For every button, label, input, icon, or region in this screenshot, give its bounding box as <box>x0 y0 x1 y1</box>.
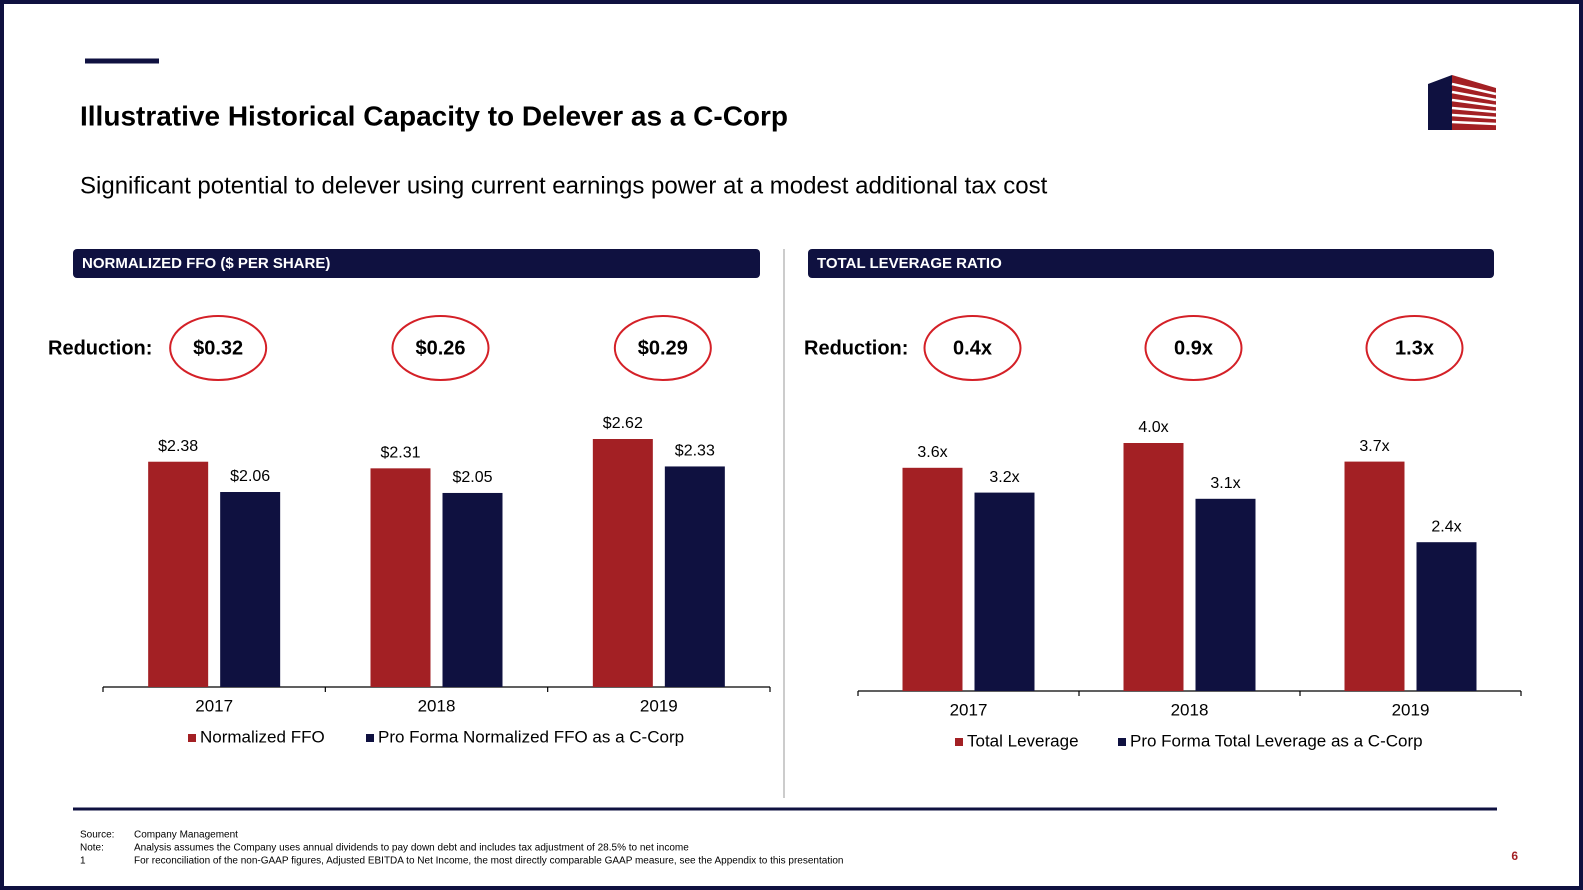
footnote-text: Company Management <box>134 830 238 841</box>
x-tick-label: 2018 <box>418 696 456 715</box>
reduction-value: $0.26 <box>415 337 465 359</box>
bar <box>1195 498 1256 691</box>
title: Illustrative Historical Capacity to Dele… <box>80 100 788 131</box>
bar <box>442 492 503 687</box>
data-label: 3.7x <box>1359 438 1389 455</box>
bar <box>148 461 209 687</box>
footnote-text: Analysis assumes the Company uses annual… <box>134 843 689 854</box>
reduction-value: 0.4x <box>953 337 992 359</box>
page-number: 6 <box>1511 849 1518 863</box>
data-label: $2.06 <box>230 468 270 485</box>
reduction-value: $0.32 <box>193 337 243 359</box>
data-label: $2.38 <box>158 438 198 455</box>
legend-label: Pro Forma Normalized FFO as a C-Corp <box>378 727 684 746</box>
reduction-circle <box>1144 315 1243 381</box>
bar <box>664 466 725 687</box>
data-label: 3.2x <box>989 469 1019 486</box>
reduction-label: Reduction: <box>804 337 908 359</box>
x-tick-label: 2017 <box>195 696 233 715</box>
legend-label: Normalized FFO <box>200 727 325 746</box>
data-label: 3.6x <box>917 444 947 461</box>
data-label: $2.33 <box>675 443 715 460</box>
reduction-label: Reduction: <box>48 337 152 359</box>
footnotes: Source: Company Management Note: Analysi… <box>80 830 843 867</box>
reduction-value: 1.3x <box>1395 337 1434 359</box>
reduction-circle <box>613 315 712 381</box>
legend-label: Pro Forma Total Leverage as a C-Corp <box>1130 731 1423 750</box>
bar <box>1123 443 1184 691</box>
footnote-key: Source: <box>80 830 114 841</box>
data-label: 3.1x <box>1210 475 1240 492</box>
x-tick-label: 2019 <box>1392 700 1430 719</box>
logo <box>1428 75 1497 130</box>
bar <box>370 468 431 687</box>
reduction-value: $0.29 <box>638 337 688 359</box>
x-tick-label: 2017 <box>950 700 988 719</box>
legend-swatch <box>366 734 374 742</box>
data-label: 2.4x <box>1431 518 1461 535</box>
panel-title: TOTAL LEVERAGE RATIO <box>817 255 1002 272</box>
bar <box>974 492 1035 691</box>
bar <box>1344 461 1405 691</box>
bar <box>220 492 281 687</box>
reduction-circle <box>169 315 268 381</box>
footnote-key: 1 <box>80 856 86 867</box>
legend-swatch <box>188 734 196 742</box>
data-label: 4.0x <box>1138 419 1168 436</box>
panel-title: NORMALIZED FFO ($ PER SHARE) <box>82 255 330 272</box>
legend-swatch <box>1118 738 1126 746</box>
reduction-circle <box>923 315 1022 381</box>
footnote-text: For reconciliation of the non-GAAP figur… <box>134 856 843 867</box>
reduction-circle <box>391 315 490 381</box>
reduction-value: 0.9x <box>1174 337 1213 359</box>
footnote-key: Note: <box>80 843 104 854</box>
bar <box>902 467 963 691</box>
panel-header <box>73 249 760 278</box>
legend-label: Total Leverage <box>967 731 1079 750</box>
data-label: $2.31 <box>380 445 420 462</box>
subtitle: Significant potential to delever using c… <box>80 172 1048 199</box>
x-tick-label: 2018 <box>1171 700 1209 719</box>
x-tick-label: 2019 <box>640 696 678 715</box>
data-label: $2.05 <box>452 469 492 486</box>
bar <box>592 439 653 687</box>
panel-header <box>808 249 1494 278</box>
bar <box>1416 542 1477 691</box>
legend-swatch <box>955 738 963 746</box>
reduction-circle <box>1365 315 1464 381</box>
data-label: $2.62 <box>603 415 643 432</box>
